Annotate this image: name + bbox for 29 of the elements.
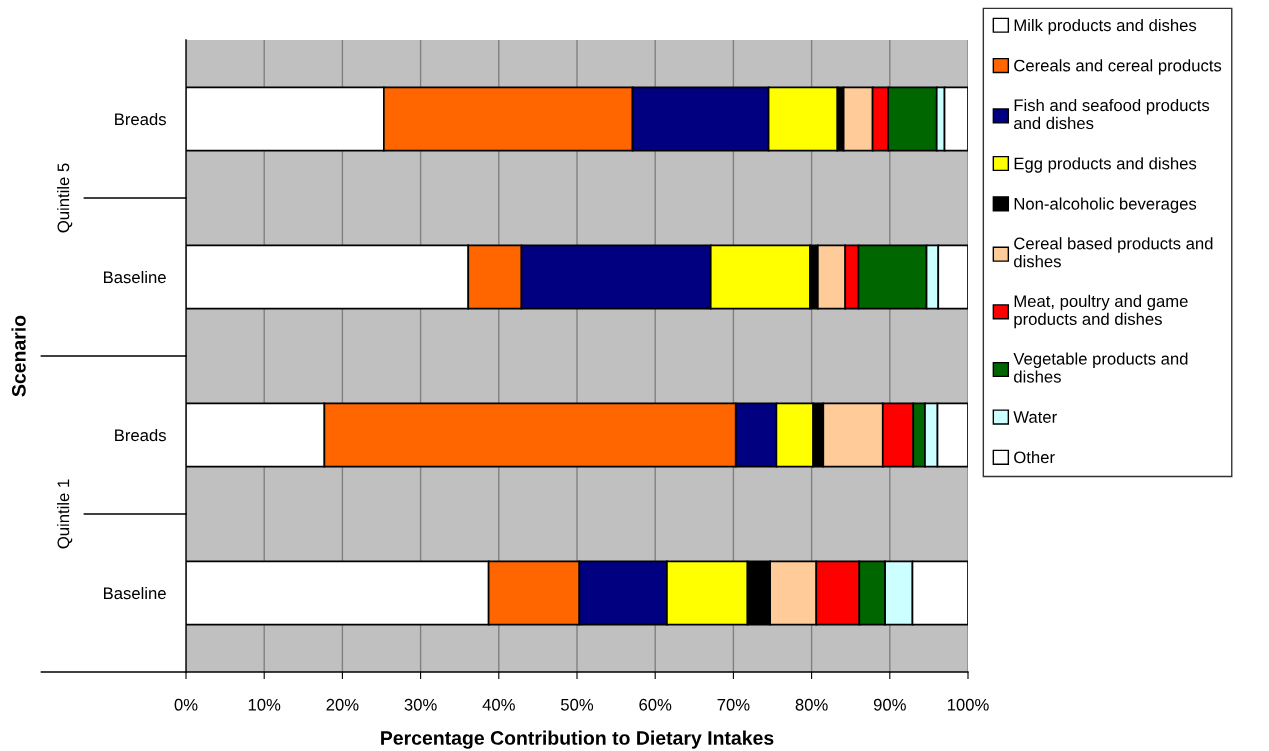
legend-label: Egg products and dishes xyxy=(1014,157,1197,173)
x-tick-label: 30% xyxy=(404,698,437,711)
x-tick-label: 0% xyxy=(174,698,198,711)
legend-label: Milk products and dishes xyxy=(1014,18,1197,35)
x-tick-label: 100% xyxy=(947,698,989,711)
legend-label: Fish and seafood products and dishes xyxy=(1014,98,1210,130)
y-tick-label: Baseline xyxy=(103,270,166,284)
x-tick-label: 50% xyxy=(560,698,594,711)
legend-label: Other xyxy=(1014,451,1055,464)
x-tick-label: 60% xyxy=(639,698,672,711)
text: Quintile 1 xyxy=(57,479,73,549)
text: Quintile 5 xyxy=(57,163,73,233)
y-tick-label: Baseline xyxy=(103,586,166,600)
legend-label: Non-alcoholic beverages xyxy=(1014,197,1197,213)
legend-label: Vegetable products and dishes xyxy=(1013,352,1188,383)
x-tick-label: 90% xyxy=(873,698,906,711)
legend-label: Water xyxy=(1013,411,1057,423)
legend-label: Meat, poultry and game products and dishes xyxy=(1014,294,1188,329)
legend-label: Cereals and cereal products xyxy=(1014,59,1222,75)
y-tick-label: Breads xyxy=(115,428,166,442)
x-tick-label: 80% xyxy=(795,698,828,711)
x-tick-label: 40% xyxy=(482,698,515,711)
x-tick-label: 20% xyxy=(326,698,359,711)
legend-label: Cereal based products and dishes xyxy=(1014,237,1213,268)
x-tick-label: 10% xyxy=(248,698,281,711)
y-axis-title: Scenario xyxy=(11,315,26,397)
x-tick-label: 70% xyxy=(717,698,750,711)
x-axis-title: Percentage Contribution to Dietary Intakes xyxy=(381,730,774,749)
y-tick-label: Breads xyxy=(115,112,166,126)
